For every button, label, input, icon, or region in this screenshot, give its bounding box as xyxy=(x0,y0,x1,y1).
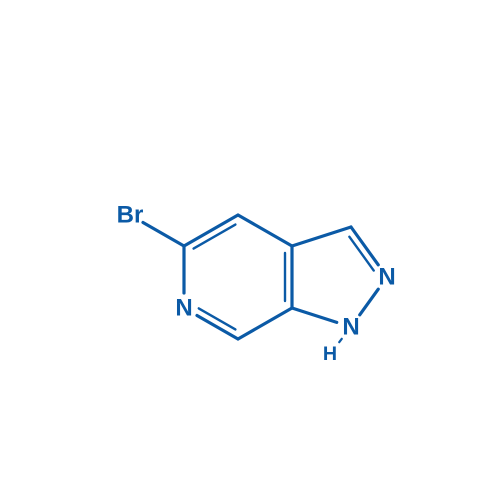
atom-label-n: N xyxy=(175,295,192,322)
atom-label-h: H xyxy=(323,343,337,365)
atom-label-br: Br xyxy=(117,202,144,229)
molecule-structure: BrNNNH xyxy=(0,0,500,500)
atom-label-n: N xyxy=(342,314,359,341)
atom-label-n: N xyxy=(378,264,395,291)
